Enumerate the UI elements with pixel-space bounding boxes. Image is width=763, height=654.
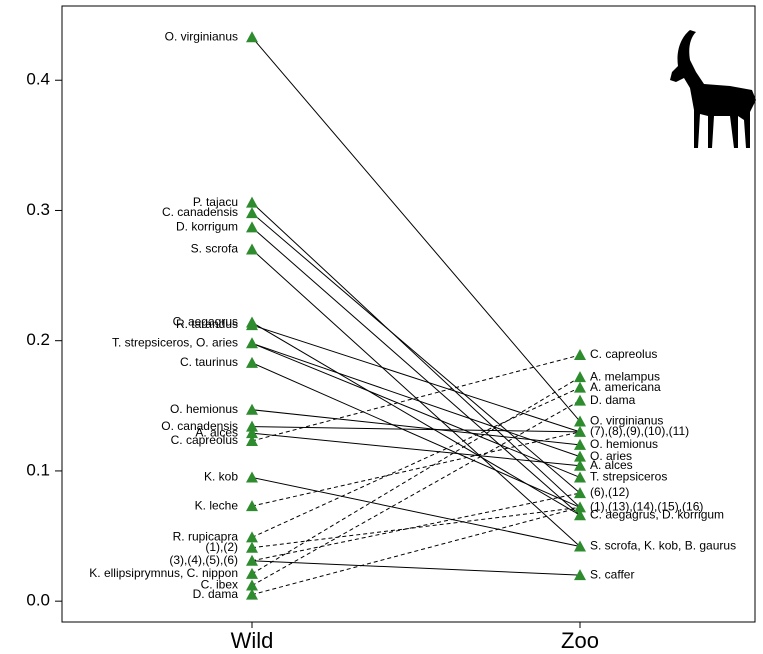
solid-link [252,227,580,515]
dashed-link [252,507,580,547]
point [574,395,586,406]
y-tick-label: 0.3 [26,200,50,219]
point-label: D. dama [193,587,239,601]
point-label: C. capreolus [171,433,238,447]
point-label: T. strepsiceros [590,470,667,484]
solid-link [252,561,580,575]
point-label: R. tarandus [176,317,238,331]
point-label: A. americana [590,380,661,394]
goat-icon [670,30,756,148]
point [574,471,586,482]
y-tick-label: 0.1 [26,460,50,479]
y-tick-label: 0.0 [26,591,50,610]
point [246,500,258,511]
x-tick-label: Zoo [561,628,599,653]
solid-link [252,325,580,432]
point-label: K. kob [204,470,238,484]
point-label: (1),(2) [205,540,238,554]
point-label: O. hemionus [170,402,238,416]
solid-link [252,213,580,493]
point-label: (7),(8),(9),(10),(11) [590,424,689,438]
y-tick-label: 0.4 [26,70,50,89]
point-label: D. korrigum [176,220,238,234]
point-label: C. taurinus [180,355,238,369]
solid-link [252,322,580,515]
point [246,568,258,579]
point-label: K. leche [195,498,239,512]
point [246,207,258,218]
point-label: C. capreolus [590,347,657,361]
point [246,244,258,255]
point [246,197,258,208]
point-label: S. caffer [590,567,634,581]
plot-frame [62,6,755,622]
point [246,555,258,566]
point [246,471,258,482]
solid-link [252,433,580,466]
x-tick-label: Wild [231,628,274,653]
point [574,382,586,393]
dashed-link [252,355,580,441]
point [246,337,258,348]
point-label: S. scrofa, K. kob, B. gaurus [590,539,736,553]
point [246,404,258,415]
point [574,371,586,382]
point-label: D. dama [590,393,636,407]
chart: 0.00.10.20.30.4WildZooO. virginianusP. t… [0,0,763,654]
point-label: O. virginianus [165,29,238,43]
dashed-link [252,377,580,574]
solid-link [252,477,580,546]
point-label: C. aegagrus, D. korrigum [590,507,724,521]
point-label: (6),(12) [590,485,629,499]
y-tick-label: 0.2 [26,330,50,349]
solid-link [252,363,580,508]
point [574,487,586,498]
point [246,31,258,42]
point [246,221,258,232]
point-label: (3),(4),(5),(6) [169,553,238,567]
point [246,542,258,553]
point-label: T. strepsiceros, O. aries [112,335,238,349]
point [246,357,258,368]
dashed-link [252,432,580,506]
point [574,349,586,360]
point-label: C. canadensis [162,205,238,219]
point [246,531,258,542]
solid-link [252,203,580,508]
point-label: S. scrofa [191,242,239,256]
